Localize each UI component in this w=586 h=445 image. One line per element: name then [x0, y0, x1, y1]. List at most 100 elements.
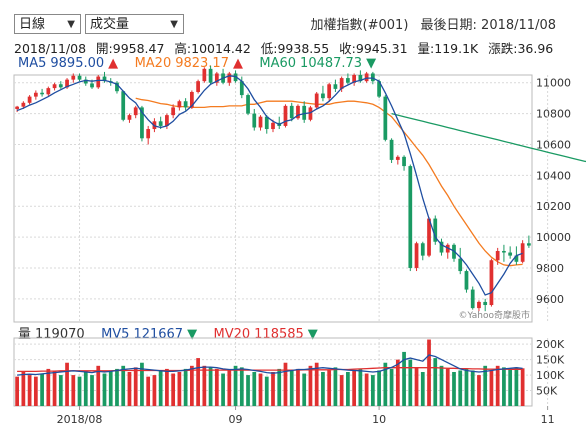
volume-bar	[483, 365, 488, 406]
mv5-line	[17, 354, 523, 376]
candle	[177, 101, 182, 108]
indicator-select-value: 成交量	[90, 17, 130, 32]
volume-bar	[221, 373, 225, 406]
volume-bar	[227, 370, 232, 406]
candle	[58, 84, 63, 88]
volume-bar	[83, 372, 88, 406]
mv20-trend-icon: ▼	[307, 327, 318, 342]
quote-row: 2018/11/08 開:9958.47 高:10014.42 低:9938.5…	[14, 38, 559, 57]
candle	[514, 255, 519, 262]
candle	[296, 105, 300, 119]
candle	[52, 84, 57, 89]
candle	[127, 115, 132, 120]
candle	[239, 81, 244, 96]
volume-bar	[246, 375, 250, 406]
candle	[339, 78, 344, 89]
candle	[439, 241, 444, 253]
volume-bar	[439, 365, 444, 406]
volume-bar	[314, 362, 319, 406]
volume-bar	[271, 372, 275, 406]
candle	[133, 107, 138, 116]
volume-bar	[71, 375, 76, 406]
candle	[46, 88, 51, 95]
volume-bar	[383, 362, 388, 406]
volume-bar	[433, 358, 438, 406]
volume-bar	[452, 372, 456, 406]
candle	[283, 105, 288, 126]
candle	[508, 252, 513, 256]
candle	[433, 218, 438, 242]
price-tick-label: 10200	[536, 200, 571, 213]
latest-date: 最後日期: 2018/11/08	[420, 18, 556, 33]
candle	[358, 75, 363, 82]
volume-tick-label: 200K	[536, 338, 565, 351]
volume-bar	[333, 367, 338, 406]
quote-change: 漲跌:36.96	[488, 41, 554, 56]
candle	[65, 79, 69, 88]
candle	[233, 73, 238, 82]
candle	[40, 92, 44, 95]
candle	[327, 84, 332, 99]
indicator-select[interactable]: 成交量 ▼	[85, 14, 184, 34]
volume-bar	[520, 368, 525, 406]
volume-bar	[96, 365, 101, 406]
candle	[271, 122, 275, 130]
volume-bar	[389, 368, 394, 406]
ma20-value: 9823.17	[175, 56, 229, 71]
candle	[214, 73, 219, 83]
quote-date: 2018/11/08	[14, 41, 87, 56]
volume-bar	[146, 376, 151, 406]
volume-bar	[108, 370, 113, 406]
ma60-value: 10487.73	[300, 56, 363, 71]
candle	[483, 301, 488, 306]
volume-bar	[358, 368, 363, 406]
frequency-select[interactable]: 日線 ▼	[14, 14, 81, 34]
volume-tick-label: 50K	[536, 385, 558, 398]
candle	[414, 243, 419, 268]
volume-bar	[321, 372, 325, 406]
volume-bar	[121, 365, 126, 406]
candle	[445, 244, 450, 253]
volume-bar	[46, 368, 51, 406]
volume-bar	[264, 376, 269, 406]
volume-bar	[40, 373, 44, 406]
volume-bar	[202, 365, 207, 406]
candle	[183, 101, 188, 108]
volume-bar	[302, 373, 307, 406]
volume-bar	[289, 370, 294, 406]
candle	[90, 83, 94, 88]
quote-close: 收:9945.31	[339, 41, 408, 56]
volume-bar	[152, 375, 157, 406]
volume-bar	[514, 367, 519, 406]
volume-bar	[214, 368, 219, 406]
volume-bar	[445, 368, 450, 406]
volume-bar	[165, 368, 169, 406]
candle	[308, 107, 313, 120]
candle	[477, 301, 481, 309]
candle	[96, 76, 101, 88]
candle	[15, 106, 19, 109]
index-name: 加權指數(#001)	[310, 18, 409, 33]
mv20-line	[17, 367, 523, 373]
price-tick-label: 10400	[536, 169, 571, 182]
volume-bar	[102, 373, 107, 406]
watermark: ©Yahoo奇摩股市	[459, 309, 531, 321]
chart-header: 加權指數(#001) 最後日期: 2018/11/08	[303, 14, 556, 33]
candle	[408, 166, 413, 268]
volume-bar	[495, 365, 500, 406]
ma20-line	[135, 97, 523, 267]
candle	[527, 243, 531, 246]
candle	[196, 81, 200, 92]
volume-bar	[15, 376, 19, 406]
volume-tick-label: 150K	[536, 354, 565, 367]
ma5-trend-icon: ▲	[108, 56, 119, 71]
volume-bar	[502, 367, 506, 406]
mv5-trend-icon: ▼	[187, 327, 198, 342]
price-tick-label: 10000	[536, 231, 571, 244]
candle	[227, 73, 232, 83]
candle	[420, 243, 425, 256]
candle	[383, 96, 388, 140]
candle	[364, 73, 369, 82]
volume-bar	[239, 367, 244, 406]
